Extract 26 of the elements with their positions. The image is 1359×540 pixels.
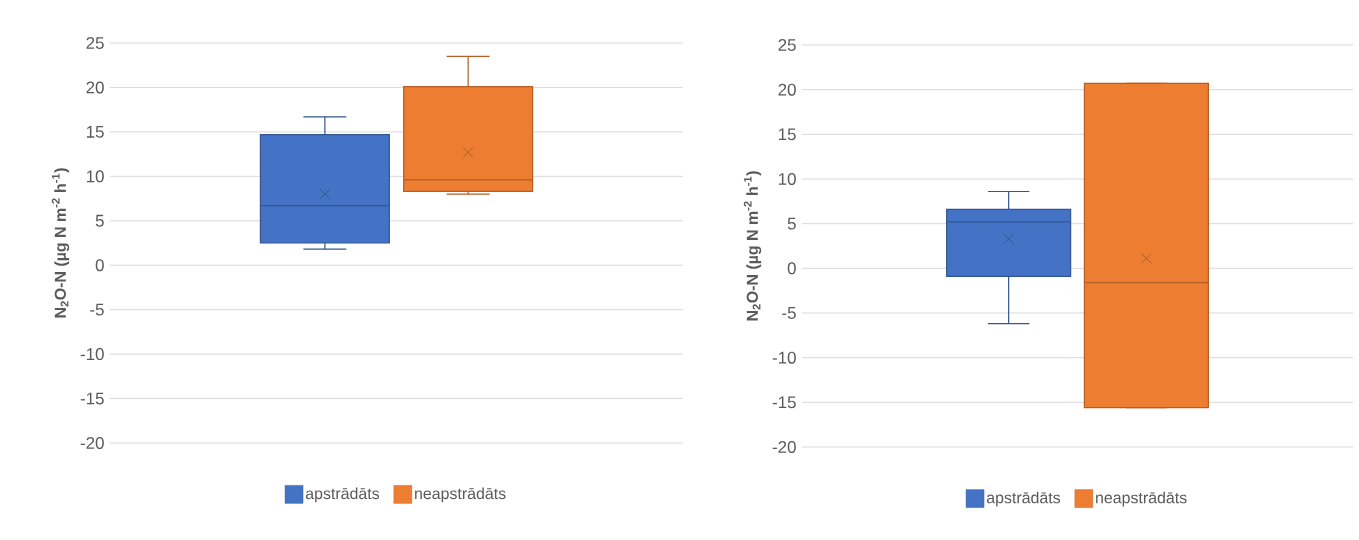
y-tick-label: -10 (80, 348, 104, 361)
y-tick-label: 0 (95, 259, 104, 272)
y-tick-label: 20 (778, 83, 796, 96)
y-axis-title: N$_{2}$O-N (µg N m$^{-2}$ h$^{-1}$) (51, 168, 70, 318)
y-tick-label: 20 (86, 81, 104, 94)
y-tick-label: 0 (787, 262, 796, 275)
legend-label: neapstrādāts (1096, 491, 1187, 507)
legend-label: neapstrādāts (415, 487, 506, 503)
y-tick-label: 5 (95, 214, 104, 227)
y-tick-label: -5 (782, 307, 796, 319)
y-tick-label: 15 (86, 125, 104, 138)
y-tick-label: 5 (787, 217, 796, 230)
y-tick-label: 10 (86, 170, 104, 183)
legend-label: apstrādāts (305, 487, 380, 503)
y-tick-label: 15 (778, 128, 796, 141)
y-axis-title: N$_{2}$O-N (µg N m$^{-2}$ h$^{-1}$) (743, 171, 762, 321)
y-tick-label: -15 (772, 396, 796, 409)
y-tick-label: 25 (778, 39, 796, 51)
y-tick-label: -10 (772, 351, 796, 364)
y-tick-label: 10 (778, 173, 796, 185)
y-tick-label: -15 (80, 392, 104, 405)
y-tick-label: -20 (80, 437, 104, 449)
legend-label: apstrādāts (986, 491, 1061, 507)
y-tick-label: -5 (90, 303, 104, 316)
y-tick-label: 25 (86, 37, 104, 49)
y-tick-label: -20 (772, 441, 796, 453)
